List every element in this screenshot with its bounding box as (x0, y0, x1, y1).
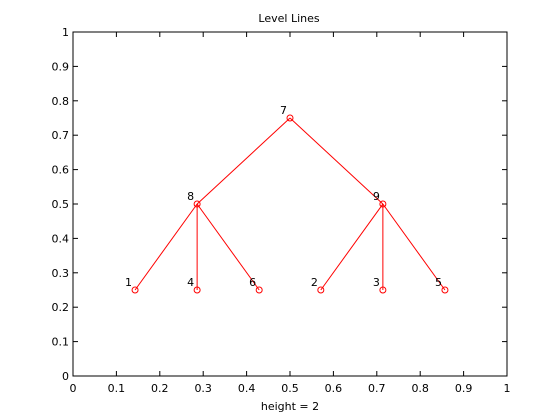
node-label-8: 8 (187, 190, 194, 203)
x-tick-label: 0.8 (411, 382, 429, 395)
y-tick-label: 1 (62, 26, 69, 39)
node-label-3: 3 (373, 276, 380, 289)
x-tick-label: 0.7 (368, 382, 386, 395)
y-tick-label: 0.2 (52, 301, 70, 314)
x-tick-label: 0 (70, 382, 77, 395)
y-tick-label: 0.5 (52, 198, 70, 211)
y-tick-label: 0.3 (52, 267, 70, 280)
y-tick-label: 0.1 (52, 336, 70, 349)
x-tick-label: 1 (504, 382, 511, 395)
node-label-1: 1 (125, 276, 132, 289)
node-label-4: 4 (187, 276, 194, 289)
y-tick-label: 0.7 (52, 129, 70, 142)
y-tick-label: 0 (62, 370, 69, 383)
x-tick-label: 0.5 (281, 382, 299, 395)
x-tick-label: 0.2 (151, 382, 169, 395)
y-tick-label: 0.9 (52, 60, 70, 73)
chart-title: Level Lines (258, 12, 319, 25)
y-tick-label: 0.4 (52, 232, 70, 245)
x-tick-label: 0.1 (108, 382, 126, 395)
y-tick-label: 0.8 (52, 95, 70, 108)
node-label-2: 2 (311, 276, 318, 289)
x-axis-label: height = 2 (261, 400, 319, 413)
node-label-5: 5 (435, 276, 442, 289)
x-tick-label: 0.9 (455, 382, 473, 395)
plot-area (73, 32, 507, 376)
node-label-6: 6 (249, 276, 256, 289)
node-label-9: 9 (373, 190, 380, 203)
x-tick-label: 0.3 (194, 382, 212, 395)
node-label-7: 7 (280, 104, 287, 117)
x-tick-label: 0.4 (238, 382, 256, 395)
y-tick-label: 0.6 (52, 164, 70, 177)
x-tick-label: 0.6 (325, 382, 343, 395)
